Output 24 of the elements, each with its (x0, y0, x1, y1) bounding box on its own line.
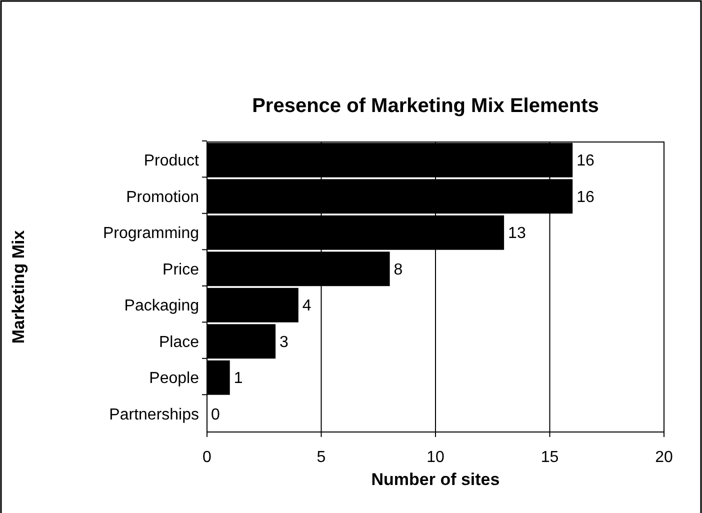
data-label: 1 (234, 370, 243, 388)
y-tick-label: Place (158, 334, 200, 351)
data-label: 4 (302, 298, 312, 315)
y-tick-label: Promotion (126, 188, 199, 206)
x-tick-label: 20 (655, 449, 673, 466)
y-tick-label: Packaging (124, 298, 199, 315)
data-label: 3 (280, 334, 289, 351)
y-tick-label: Product (144, 152, 200, 170)
x-axis-title: Number of sites (371, 470, 500, 489)
x-tick-label: 15 (540, 449, 559, 466)
y-tick-label: Partnerships (109, 406, 199, 424)
y-tick-label: Price (162, 261, 200, 278)
y-axis-title: Marketing Mix (9, 230, 28, 344)
data-label: 16 (576, 188, 594, 206)
data-label: 13 (508, 225, 526, 242)
y-tick-label: People (149, 370, 200, 388)
x-tick-label: 10 (426, 449, 444, 466)
data-label: 8 (394, 261, 403, 278)
data-label: 0 (211, 406, 220, 424)
x-tick-label: 5 (316, 449, 326, 466)
chart-title: Presence of Marketing Mix Elements (252, 95, 599, 117)
data-label: 16 (576, 152, 594, 170)
y-tick-label: Programming (102, 225, 199, 242)
x-tick-label: 0 (202, 449, 212, 466)
